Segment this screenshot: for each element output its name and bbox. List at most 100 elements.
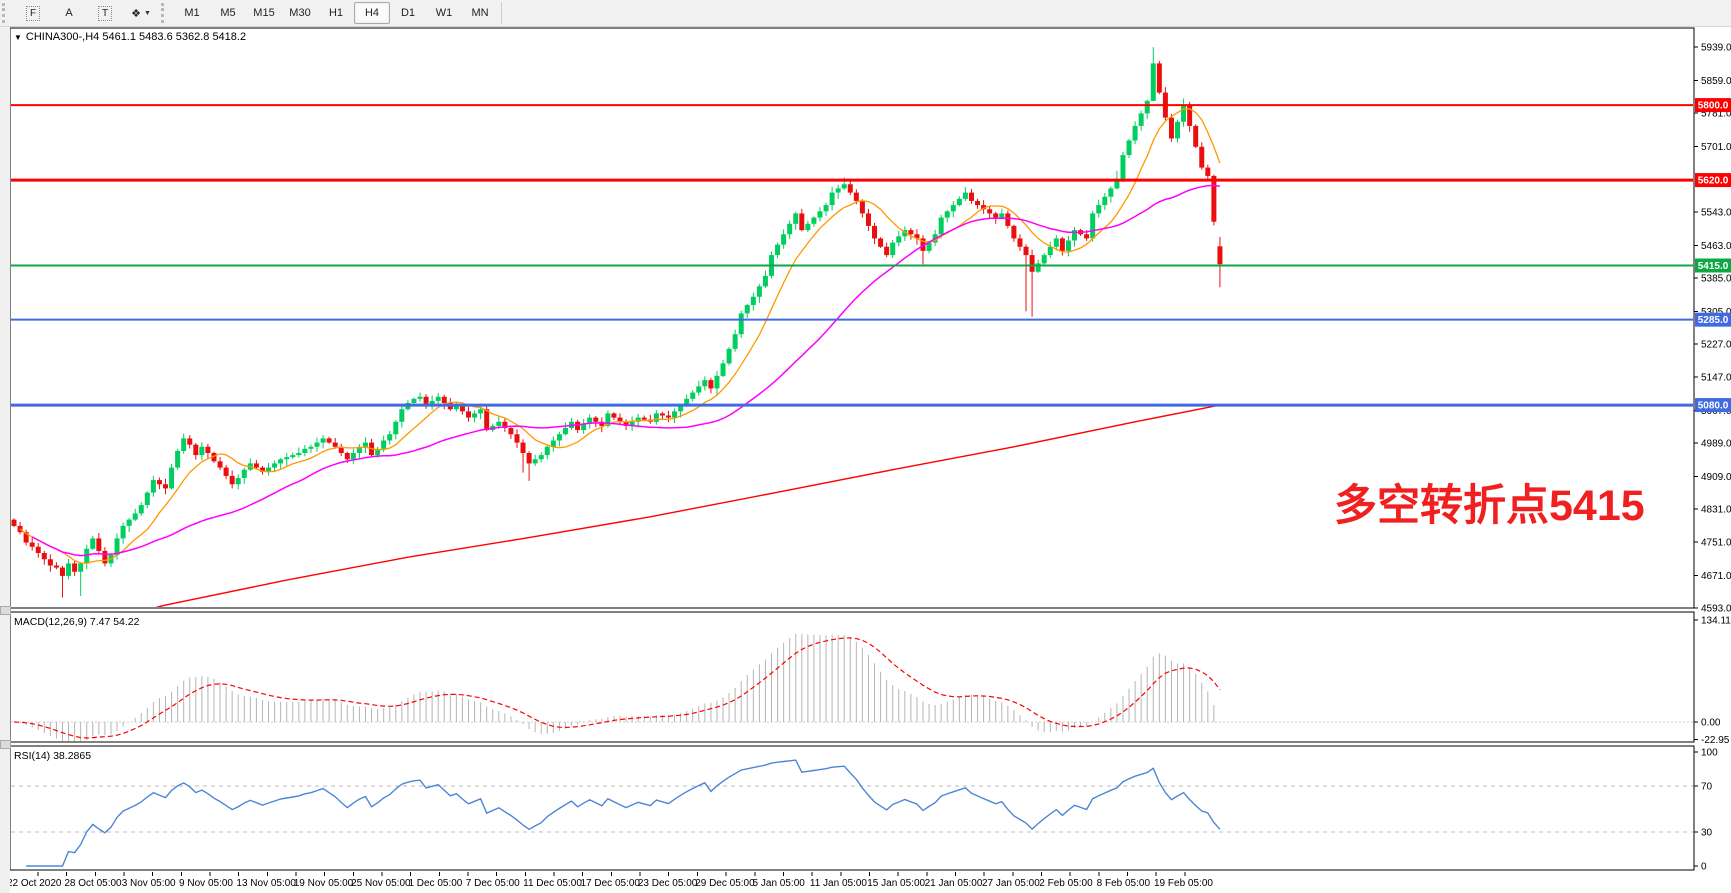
profile-grid-icon: F — [25, 5, 41, 21]
svg-text:15 Jan 05:00: 15 Jan 05:00 — [867, 878, 925, 889]
hline-price-badge — [1695, 173, 1731, 188]
hline-price-badge — [1695, 258, 1731, 273]
timeframe-button-D1[interactable]: D1 — [400, 7, 416, 19]
svg-text:5859.0: 5859.0 — [1701, 76, 1731, 87]
svg-text:29 Dec 05:00: 29 Dec 05:00 — [695, 878, 755, 889]
svg-text:5620.0: 5620.0 — [1698, 176, 1729, 187]
svg-text:4989.0: 4989.0 — [1701, 439, 1731, 450]
rsi-axis: 100 70 30 0 — [1694, 748, 1718, 873]
splitter-grip[interactable] — [0, 740, 11, 749]
svg-text:11 Dec 05:00: 11 Dec 05:00 — [523, 878, 582, 889]
tool-button-indicator-arrows[interactable]: ❖ ▼ — [123, 2, 159, 24]
macd-panel[interactable] — [9, 611, 1695, 743]
svg-text:2 Feb 05:00: 2 Feb 05:00 — [1039, 878, 1093, 889]
timeframe-button-M30[interactable]: M30 — [289, 7, 311, 19]
svg-text:25 Nov 05:00: 25 Nov 05:00 — [351, 878, 411, 889]
timeframe-button-W1[interactable]: W1 — [435, 7, 453, 19]
tool-button-cursor-arrow[interactable]: A — [51, 2, 87, 24]
dropdown-caret-icon[interactable]: ▼ — [143, 9, 151, 17]
date-axis: 22 Oct 2020 28 Oct 05:00 3 Nov 05:00 9 Nov … — [7, 872, 1213, 889]
svg-text:5385.0: 5385.0 — [1701, 274, 1731, 285]
svg-text:5939.0: 5939.0 — [1701, 43, 1731, 54]
pivot-annotation-text: 多空转折点5415 — [1334, 482, 1645, 530]
chart-title-row: ▼ CHINA300-,H4 5461.1 5483.6 5362.8 5418.… — [14, 31, 246, 43]
svg-text:8 Feb 05:00: 8 Feb 05:00 — [1097, 878, 1151, 889]
svg-text:5543.0: 5543.0 — [1701, 208, 1731, 219]
macd-indicator-label: MACD(12,26,9) 7.47 54.22 — [14, 616, 140, 628]
svg-text:5800.0: 5800.0 — [1698, 101, 1729, 112]
svg-text:5305.0: 5305.0 — [1701, 307, 1731, 318]
svg-text:4593.0: 4593.0 — [1701, 604, 1731, 615]
svg-text:4751.0: 4751.0 — [1701, 538, 1731, 549]
hline-price-badge — [1695, 312, 1731, 327]
hline-price-badge — [1695, 398, 1731, 413]
svg-text:100: 100 — [1701, 748, 1718, 759]
timeframe-button-M5[interactable]: M5 — [220, 7, 236, 19]
tool-button-profile-grid[interactable]: F — [15, 2, 51, 24]
candlesticks-layer — [11, 47, 1223, 598]
toolbar: F A T ❖ ▼ M1 M5 M15 M30 H1 H4 D1 W1 MN — [0, 0, 1731, 27]
svg-text:19 Feb 05:00: 19 Feb 05:00 — [1154, 878, 1213, 889]
svg-text:9 Nov 05:00: 9 Nov 05:00 — [179, 878, 233, 889]
svg-text:17 Dec 05:00: 17 Dec 05:00 — [581, 878, 641, 889]
ma-slow-line — [155, 404, 1221, 607]
svg-text:21 Jan 05:00: 21 Jan 05:00 — [925, 878, 983, 889]
svg-text:4909.0: 4909.0 — [1701, 472, 1731, 483]
svg-text:5285.0: 5285.0 — [1698, 315, 1729, 326]
svg-text:0.00: 0.00 — [1701, 718, 1721, 729]
hlines-layer: 5800.0 5620.0 5415.0 5285.0 5080.0 — [11, 98, 1731, 413]
hline-price-badge — [1695, 98, 1731, 113]
svg-text:27 Jan 05:00: 27 Jan 05:00 — [982, 878, 1040, 889]
svg-text:-22.95: -22.95 — [1701, 735, 1730, 746]
svg-text:5147.0: 5147.0 — [1701, 373, 1731, 384]
tool-button-text-tool[interactable]: T — [87, 2, 123, 24]
ma-mid-line — [31, 184, 1220, 557]
svg-text:28 Oct 05:00: 28 Oct 05:00 — [64, 878, 122, 889]
svg-text:5463.0: 5463.0 — [1701, 241, 1731, 252]
svg-text:5781.0: 5781.0 — [1701, 109, 1731, 120]
timeframe-group: M1 M5 M15 M30 H1 H4 D1 W1 MN — [174, 2, 498, 24]
toolbar-drag-handle[interactable] — [2, 3, 11, 23]
symbol-dropdown-icon[interactable]: ▼ — [14, 33, 22, 42]
toolbar-separator — [501, 2, 502, 24]
svg-text:11 Jan 05:00: 11 Jan 05:00 — [810, 878, 868, 889]
timeframe-group-drag-handle[interactable] — [161, 3, 170, 23]
svg-text:30: 30 — [1701, 827, 1713, 838]
rsi-indicator-label: RSI(14) 38.2865 — [14, 750, 92, 762]
macd-signal-line — [13, 637, 1221, 739]
svg-text:7 Dec 05:00: 7 Dec 05:00 — [466, 878, 520, 889]
timeframe-button-H1[interactable]: H1 — [328, 7, 344, 19]
timeframe-button-H4[interactable]: H4 — [354, 2, 390, 24]
svg-text:5080.0: 5080.0 — [1698, 401, 1729, 412]
timeframe-button-MN[interactable]: MN — [471, 7, 489, 19]
svg-text:5415.0: 5415.0 — [1698, 261, 1729, 272]
text-tool-icon: T — [97, 5, 113, 21]
timeframe-button-M1[interactable]: M1 — [184, 7, 200, 19]
cursor-arrow-icon: A — [65, 7, 73, 19]
svg-text:13 Nov 05:00: 13 Nov 05:00 — [236, 878, 296, 889]
timeframe-button-M15[interactable]: M15 — [253, 7, 275, 19]
price-axis: 5939.0 5859.0 5781.0 5701.0 5543.0 5463.0 5385… — [1694, 43, 1731, 615]
svg-text:134.11: 134.11 — [1701, 615, 1731, 626]
macd-histogram — [19, 634, 1221, 741]
svg-text:5227.0: 5227.0 — [1701, 339, 1731, 350]
svg-text:22 Oct 2020: 22 Oct 2020 — [7, 878, 62, 889]
macd-axis: 134.11 0.00 -22.95 — [1694, 615, 1731, 746]
svg-text:4831.0: 4831.0 — [1701, 504, 1731, 515]
chart-title: CHINA300-,H4 5461.1 5483.6 5362.8 5418.2 — [25, 31, 247, 43]
svg-text:4671.0: 4671.0 — [1701, 571, 1731, 582]
svg-text:23 Dec 05:00: 23 Dec 05:00 — [638, 878, 698, 889]
splitter-grip[interactable] — [0, 606, 11, 615]
left-gutter — [0, 26, 11, 893]
svg-text:70: 70 — [1701, 782, 1713, 793]
svg-text:1 Dec 05:00: 1 Dec 05:00 — [408, 878, 462, 889]
tools-group: F A T ❖ ▼ — [15, 2, 159, 24]
svg-text:0: 0 — [1701, 862, 1707, 873]
rsi-panel[interactable] — [9, 745, 1695, 871]
svg-text:19 Nov 05:00: 19 Nov 05:00 — [294, 878, 354, 889]
main-chart-panel[interactable] — [9, 27, 1695, 609]
svg-text:5701.0: 5701.0 — [1701, 142, 1731, 153]
rsi-line — [26, 759, 1221, 867]
